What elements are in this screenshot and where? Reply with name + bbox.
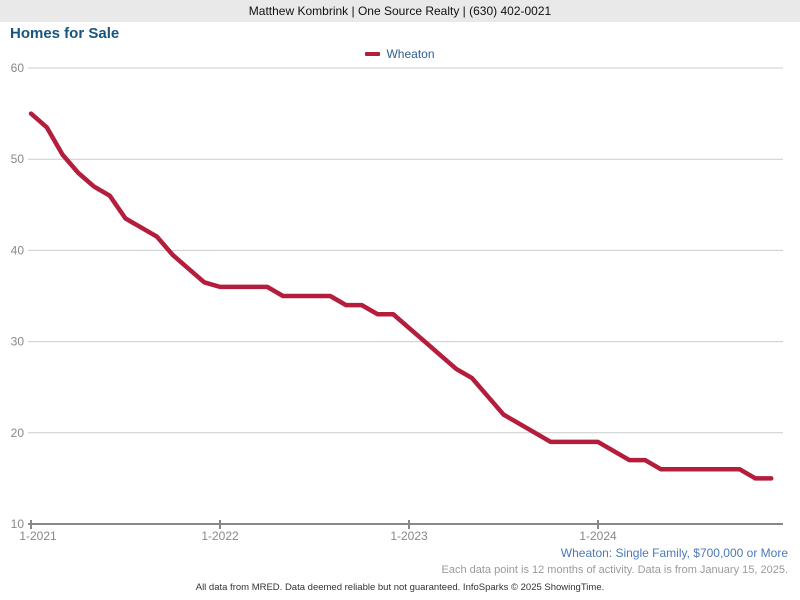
agent-info-text: Matthew Kombrink | One Source Realty | (… [248, 4, 552, 18]
y-tick-label: 60 [11, 61, 25, 75]
page-title: Homes for Sale [10, 25, 120, 42]
chart-legend: Wheaton [0, 46, 800, 61]
y-tick-label: 10 [11, 517, 25, 531]
y-tick-label: 20 [11, 426, 25, 440]
legend-line-swatch-icon [365, 51, 381, 56]
criteria-text: Wheaton: Single Family, $700,000 or More [560, 546, 788, 560]
x-tick-label: 1-2023 [390, 529, 428, 543]
y-tick-label: 30 [11, 335, 25, 349]
header-bar: Matthew Kombrink | One Source Realty | (… [0, 0, 800, 22]
x-tick-label: 1-2022 [201, 529, 239, 543]
y-tick-label: 50 [11, 152, 25, 166]
chart-area[interactable]: 10 20 30 40 50 60 1-2021 1-2022 1-2023 1-2024 [0, 56, 800, 556]
x-tick-label: 1-2021 [19, 529, 57, 543]
x-tick-label: 1-2024 [579, 529, 617, 543]
disclaimer-text: All data from MRED. Data deemed reliable… [195, 582, 605, 593]
homes-for-sale-line-chart[interactable]: 10 20 30 40 50 60 1-2021 1-2022 1-2023 1-2024 [0, 56, 800, 556]
series-line-wheaton [28, 111, 774, 481]
note-text: Each data point is 12 months of activity… [441, 564, 788, 576]
legend-label-wheaton[interactable]: Wheaton [386, 46, 435, 61]
y-tick-label: 40 [11, 243, 25, 257]
